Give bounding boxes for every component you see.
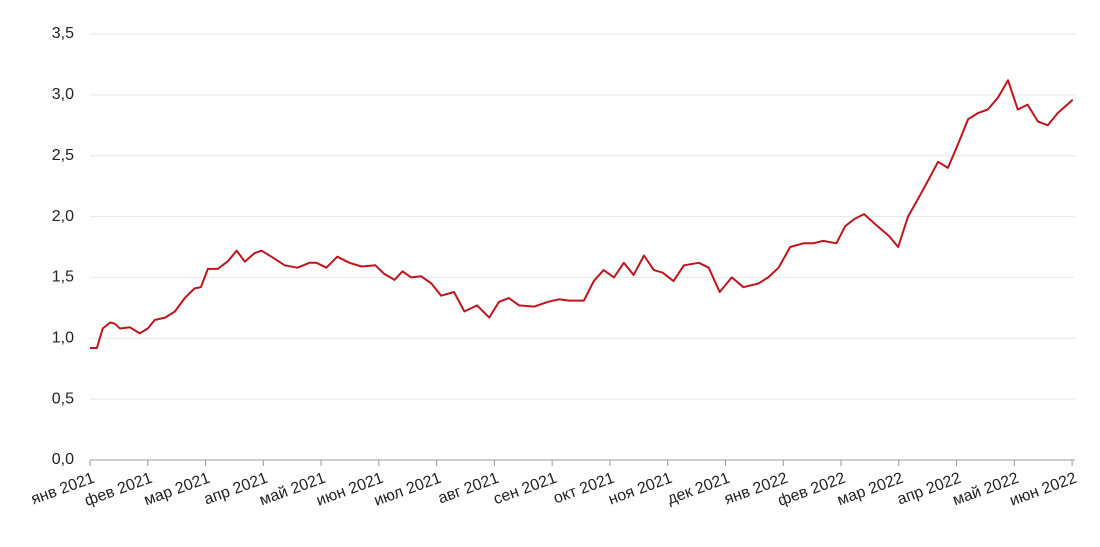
y-tick-label: 1,0 [52,330,74,347]
x-tick-label: мар 2022 [835,470,906,510]
y-tick-label: 3,5 [52,25,74,42]
y-tick-label: 1,5 [52,269,74,286]
x-tick-label: июн 2022 [1008,470,1080,510]
x-tick-label: фев 2021 [82,470,154,510]
y-tick-label: 0,5 [52,390,74,407]
x-tick-label: авг 2021 [436,470,501,508]
x-tick-label: окт 2021 [551,470,617,508]
x-tick-label: ноя 2021 [606,470,674,509]
x-tick-label: мар 2021 [142,470,213,510]
y-tick-label: 0,0 [52,451,74,468]
x-tick-label: дек 2021 [665,470,732,508]
y-tick-label: 2,5 [52,147,74,164]
x-tick-label: июл 2021 [372,470,444,510]
line [90,79,1074,349]
x-tick-label: сен 2021 [491,470,559,509]
y-tick-label: 3,0 [52,86,74,103]
x-tick-label: фев 2022 [776,470,848,510]
y-tick-label: 2,0 [52,208,74,225]
